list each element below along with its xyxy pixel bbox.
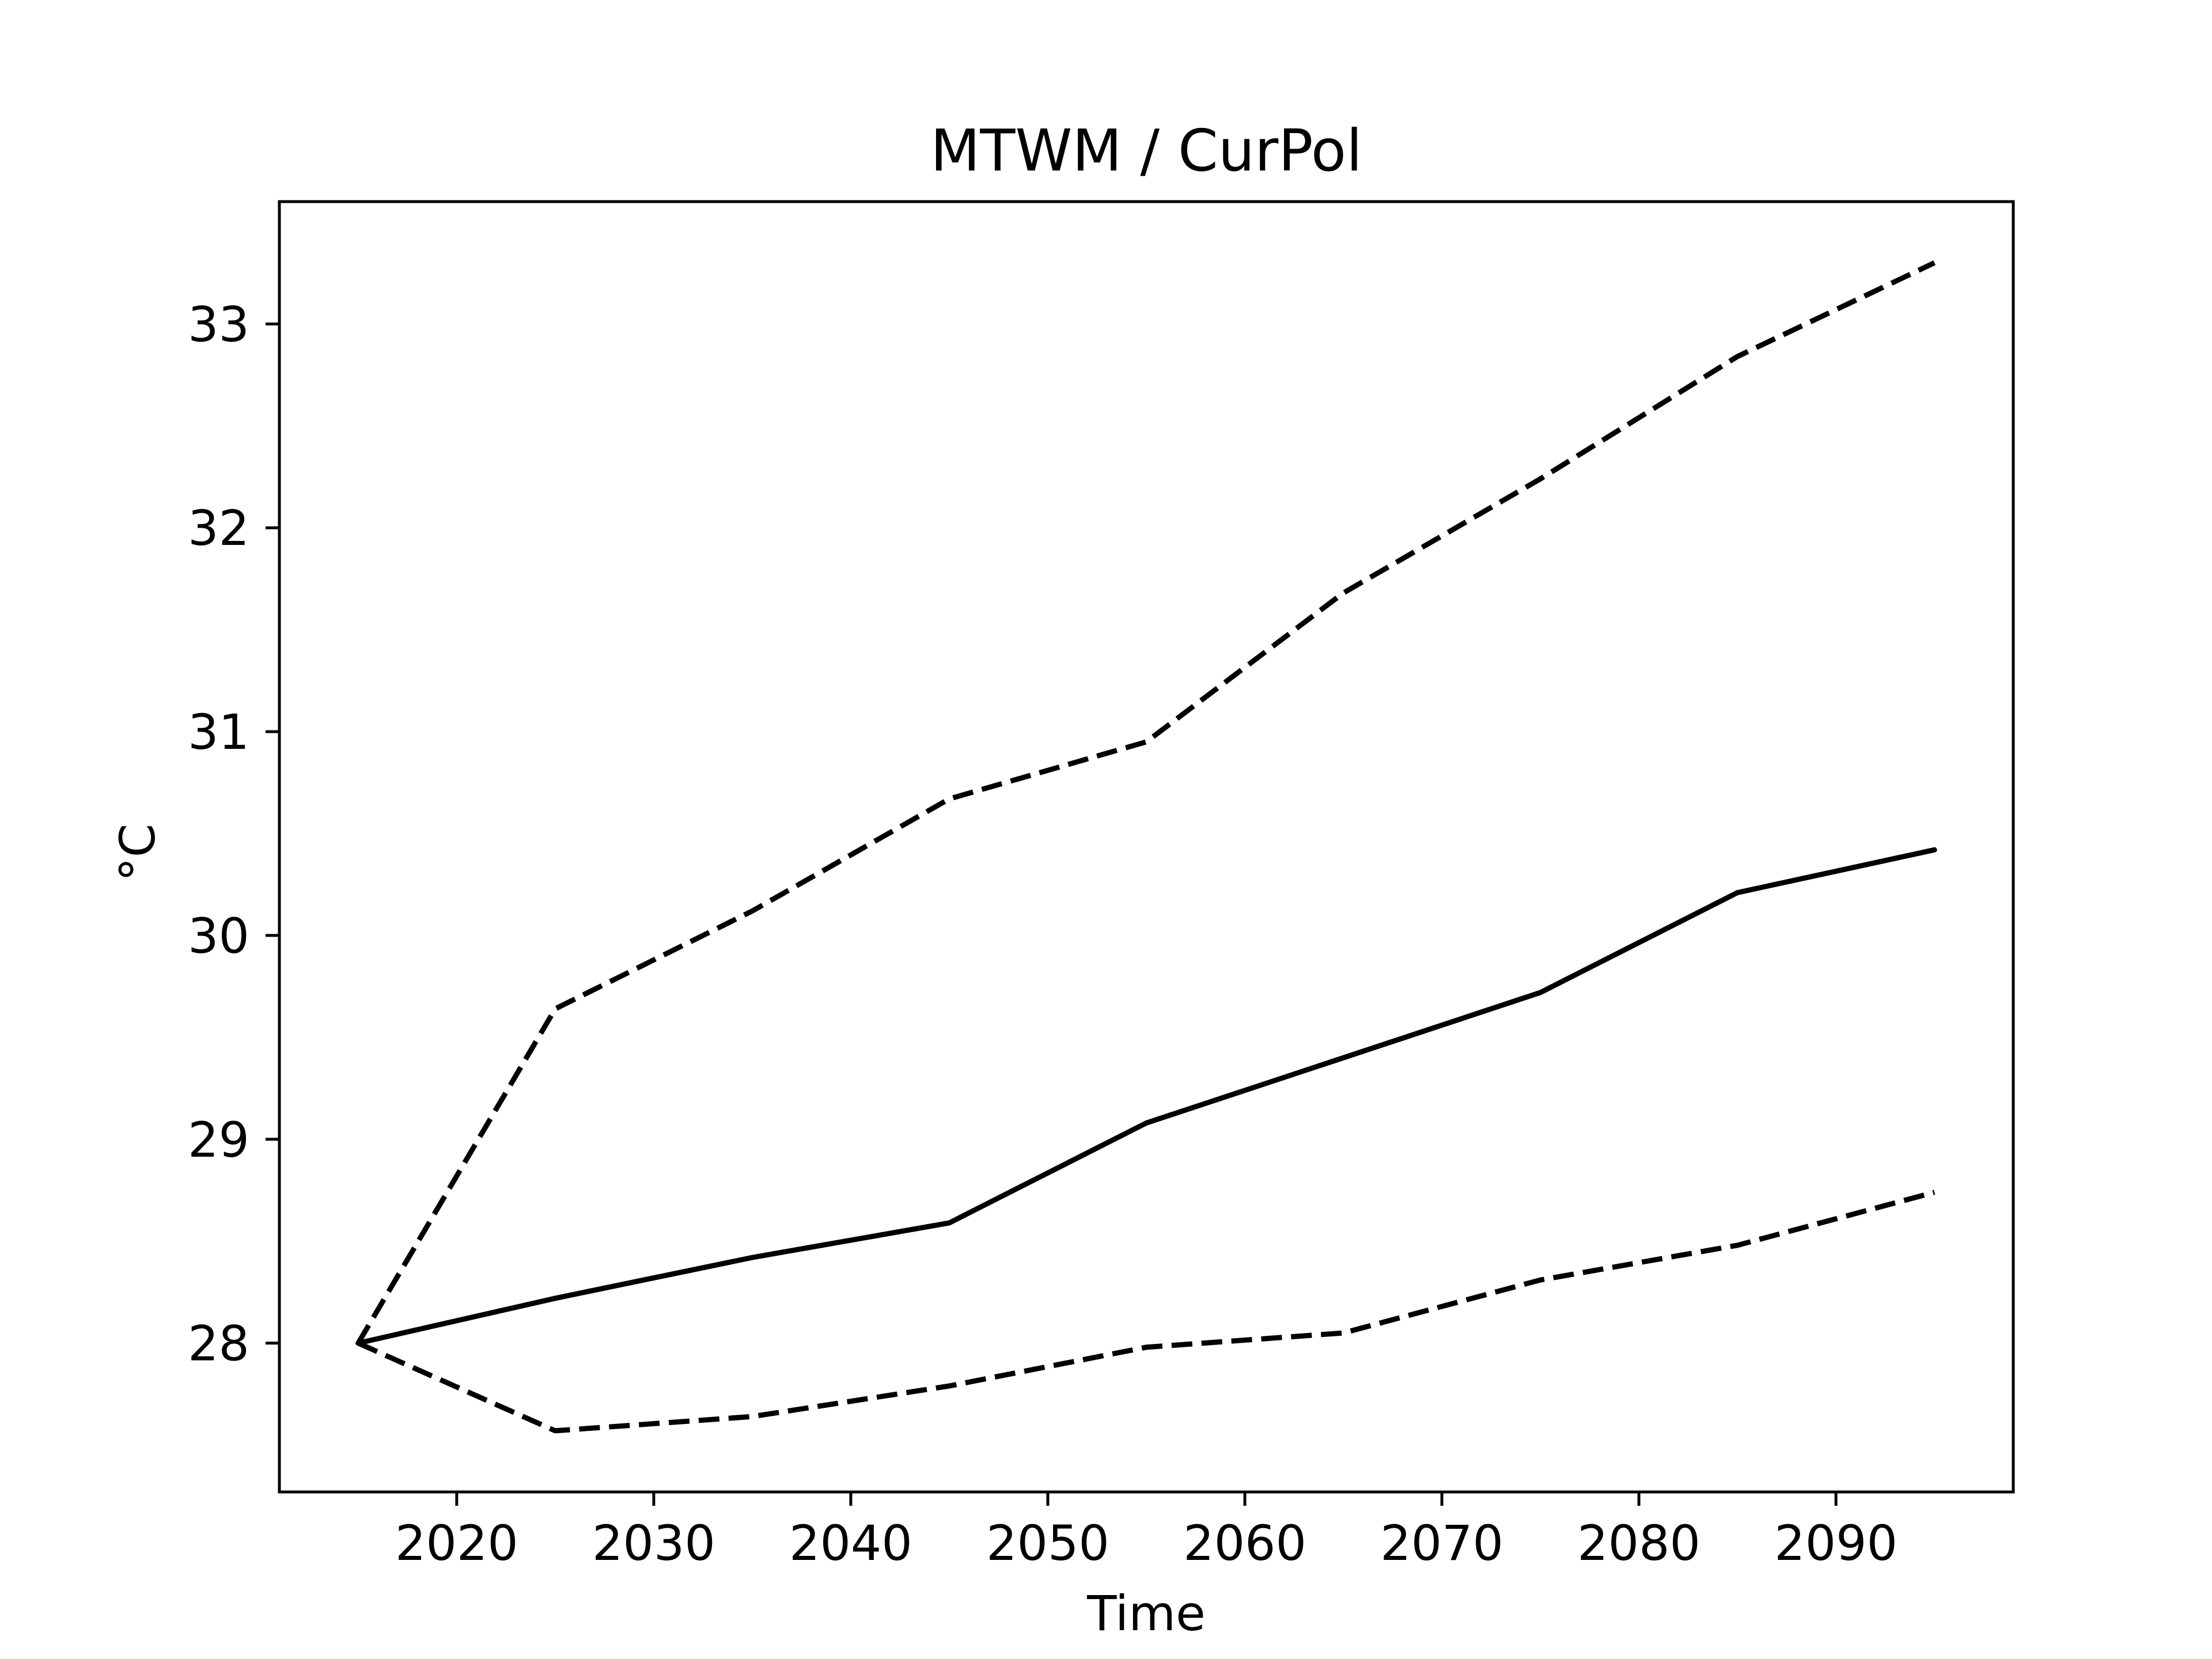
y-tick-label: 31 [188,704,249,760]
x-tick-label: 2080 [1577,1515,1700,1571]
y-tick-label: 33 [188,296,249,353]
x-tick-label: 2070 [1380,1515,1503,1571]
series-layer [355,260,1937,1434]
dashed-series-line-2 [357,1190,1936,1434]
solid-series-line-0 [355,847,1937,1346]
y-tick-label: 30 [188,908,249,964]
x-tick-label: 2090 [1774,1515,1897,1571]
dashed-series-line-1 [355,260,1936,1344]
chart-title: MTWM / CurPol [930,117,1362,184]
x-tick-label: 2040 [789,1515,912,1571]
x-axis: 2020 2030 2040 2050 2060 2070 2080 2090 [395,1492,1897,1571]
y-tick-label: 32 [188,500,249,556]
x-axis-label: Time [1086,1585,1206,1642]
y-tick-label: 29 [188,1112,249,1168]
y-axis: 28 29 30 31 32 33 [188,296,279,1372]
y-axis-label: °C [109,824,166,882]
x-tick-label: 2030 [592,1515,715,1571]
y-tick-label: 28 [188,1316,249,1372]
x-tick-label: 2060 [1183,1515,1306,1571]
plot-frame [278,200,2015,1494]
x-tick-label: 2020 [395,1515,518,1571]
x-tick-label: 2050 [986,1515,1109,1571]
